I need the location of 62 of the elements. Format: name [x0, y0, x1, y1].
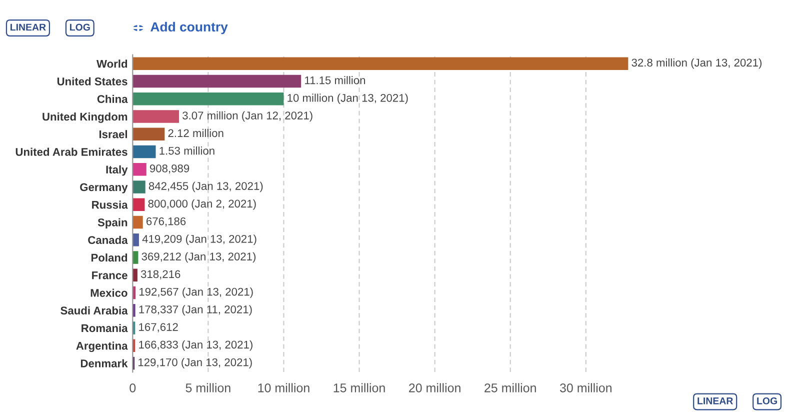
data-label: 369,212 (Jan 13, 2021) — [142, 252, 256, 263]
bar — [132, 128, 165, 140]
text: LOG — [70, 24, 90, 31]
bar — [132, 110, 180, 123]
x-tick-label: 0 — [130, 383, 136, 392]
data-label: 129,170 (Jan 13, 2021) — [138, 358, 252, 368]
data-label: 167,612 — [139, 323, 178, 332]
bar — [132, 57, 628, 70]
y-tick-label: Israel — [99, 130, 127, 138]
y-tick-label: Romania — [82, 324, 128, 332]
y-tick-label: Canada — [88, 236, 128, 244]
y-tick-label: Germany — [80, 183, 128, 194]
bar — [132, 145, 156, 158]
y-tick-label: Denmark — [80, 359, 128, 368]
text: LOG — [757, 397, 777, 404]
text: LINEAR — [698, 398, 733, 404]
y-tick-label: Mexico — [90, 288, 128, 297]
x-tick-label: 25 million — [484, 383, 536, 392]
bar — [132, 234, 139, 246]
y-tick-label: Italy — [106, 165, 128, 176]
x-tick-label: 30 million — [560, 383, 612, 392]
y-tick-label: United Kingdom — [42, 112, 128, 123]
bar — [132, 268, 138, 282]
data-label: 908,989 — [150, 164, 190, 174]
y-tick-label: China — [97, 94, 128, 103]
data-label: 32.8 million (Jan 13, 2021) — [632, 58, 762, 69]
x-tick-label: 15 million — [334, 383, 385, 392]
bar — [132, 304, 136, 317]
x-tick-label: 20 million — [409, 383, 460, 392]
data-label: 842,455 (Jan 13, 2021) — [148, 182, 263, 192]
y-tick-label: Spain — [98, 218, 128, 229]
y-tick-label: United States — [57, 77, 128, 86]
data-label: 11.15 million — [305, 76, 366, 84]
bar — [132, 216, 143, 229]
data-label: 800,000 (Jan 2, 2021) — [148, 199, 256, 210]
y-tick-label: Argentina — [76, 342, 128, 352]
bar — [132, 198, 145, 211]
x-tick-label: 10 million — [258, 383, 310, 392]
data-label: 10 million (Jan 13, 2021) — [288, 94, 408, 104]
bar — [132, 251, 138, 264]
data-label: 2.12 million — [168, 128, 224, 138]
y-tick-label: Saudi Arabia — [60, 306, 128, 314]
data-label: 178,337 (Jan 11, 2021) — [139, 305, 252, 316]
data-label: 166,833 (Jan 13, 2021) — [139, 340, 252, 351]
data-label: 3.07 million (Jan 12, 2021) — [182, 111, 312, 122]
bar — [132, 74, 302, 88]
y-tick-label: Russia — [92, 200, 128, 209]
bar — [132, 163, 146, 176]
bar — [132, 180, 146, 194]
x-tick-label: 5 million — [186, 383, 230, 392]
y-tick-label: United Arab Emirates — [16, 148, 128, 156]
y-tick-label: France — [92, 271, 128, 280]
y-tick-label: Poland — [91, 253, 128, 262]
bar — [132, 92, 284, 106]
data-label: 192,567 (Jan 13, 2021) — [139, 288, 253, 298]
text: Add country — [150, 22, 228, 34]
data-label: 419,209 (Jan 13, 2021) — [142, 234, 256, 246]
y-tick-label: World — [96, 60, 128, 68]
data-label: 318,216 — [140, 270, 180, 280]
text: LINEAR — [10, 24, 46, 31]
data-label: 676,186 — [146, 217, 186, 227]
data-label: 1.53 million — [160, 146, 214, 155]
